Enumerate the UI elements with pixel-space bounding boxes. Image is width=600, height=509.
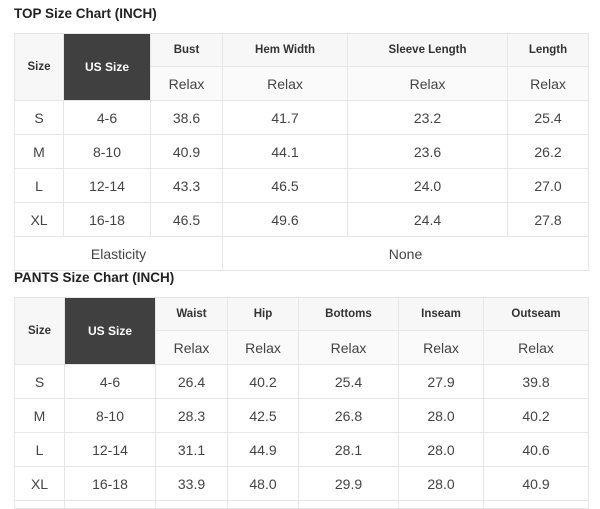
value-cell: 25.4 — [298, 364, 399, 399]
top-size-table: Size US Size Bust Hem Width Sleeve Length Len… — [14, 33, 589, 271]
size-cell: S — [14, 364, 65, 399]
column-header: Hip — [227, 297, 299, 331]
fit-cell: Relax — [483, 330, 589, 365]
table-row: L 12-14 43.3 46.5 24.0 27.0 — [14, 168, 589, 203]
us-size-cell: 16-18 — [64, 466, 156, 501]
value-cell: 26.2 — [507, 134, 589, 169]
us-size-cell: 16-18 — [63, 202, 151, 237]
fit-cell: Relax — [150, 66, 223, 101]
value-cell: 23.6 — [347, 134, 508, 169]
table-row: S 4-6 38.6 41.7 23.2 25.4 — [14, 100, 589, 135]
us-size-cell: 8-10 — [63, 134, 151, 169]
column-header: Inseam — [398, 297, 484, 331]
column-header: Hem Width — [222, 33, 348, 67]
size-cell: M — [14, 134, 64, 169]
value-cell: 44.1 — [222, 134, 348, 169]
us-size-cell: 4-6 — [63, 100, 151, 135]
value-cell: 38.6 — [150, 100, 223, 135]
size-header: Size — [14, 33, 64, 101]
value-cell: 40.6 — [483, 432, 589, 467]
fit-cell: Relax — [222, 66, 348, 101]
size-cell: XL — [14, 466, 65, 501]
value-cell: 46.5 — [222, 168, 348, 203]
value-cell: 28.0 — [398, 432, 484, 467]
pants-size-table: Size US Size Waist Hip Bottoms Inseam Outseam R… — [14, 297, 589, 509]
value-cell: 40.2 — [483, 398, 589, 433]
size-cell: S — [14, 100, 64, 135]
value-cell: 28.0 — [398, 466, 484, 501]
us-size-cell: 8-10 — [64, 398, 156, 433]
size-cell: M — [14, 398, 65, 433]
size-header: Size — [14, 297, 65, 365]
value-cell: 40.2 — [227, 364, 299, 399]
column-header: Bust — [150, 33, 223, 67]
us-size-cell: 12-14 — [63, 168, 151, 203]
value-cell: 29.9 — [298, 466, 399, 501]
value-cell: 28.3 — [155, 398, 228, 433]
elasticity-value: None — [222, 236, 589, 271]
value-cell: 27.8 — [507, 202, 589, 237]
pants-chart-title: PANTS Size Chart (INCH) — [14, 270, 175, 285]
value-cell: 41.7 — [222, 100, 348, 135]
fit-row: Relax Relax Relax Relax Relax — [15, 330, 589, 365]
fit-cell: Relax — [347, 66, 508, 101]
top-chart-title: TOP Size Chart (INCH) — [14, 6, 157, 21]
column-header: Sleeve Length — [347, 33, 508, 67]
fit-cell: Relax — [227, 330, 299, 365]
value-cell: 28.0 — [398, 398, 484, 433]
size-cell: XL — [14, 202, 64, 237]
value-cell: 26.8 — [298, 398, 399, 433]
column-header: Waist — [155, 297, 228, 331]
value-cell: 31.1 — [155, 432, 228, 467]
us-size-header: US Size — [64, 297, 156, 365]
value-cell: 39.8 — [483, 364, 589, 399]
table-row: S 4-6 26.4 40.2 25.4 27.9 39.8 — [14, 364, 589, 399]
value-cell: 24.0 — [347, 168, 508, 203]
value-cell: 46.5 — [150, 202, 223, 237]
value-cell: 25.4 — [507, 100, 589, 135]
value-cell: 26.4 — [155, 364, 228, 399]
value-cell: 28.1 — [298, 432, 399, 467]
value-cell: 27.9 — [398, 364, 484, 399]
value-cell: 43.3 — [150, 168, 223, 203]
fit-row: Relax Relax Relax Relax — [15, 66, 589, 101]
fit-cell: Relax — [298, 330, 399, 365]
elasticity-row: Elasticity None — [14, 236, 589, 271]
value-cell: 23.2 — [347, 100, 508, 135]
value-cell: 27.0 — [507, 168, 589, 203]
size-cell: L — [14, 432, 65, 467]
us-size-cell: 12-14 — [64, 432, 156, 467]
value-cell: 40.9 — [150, 134, 223, 169]
size-cell: L — [14, 168, 64, 203]
fit-cell: Relax — [398, 330, 484, 365]
value-cell: 44.9 — [227, 432, 299, 467]
column-header: Length — [507, 33, 589, 67]
table-row: XL 16-18 33.9 48.0 29.9 28.0 40.9 — [14, 466, 589, 501]
column-header: Bottoms — [298, 297, 399, 331]
value-cell: 48.0 — [227, 466, 299, 501]
value-cell: 33.9 — [155, 466, 228, 501]
table-row: L 12-14 31.1 44.9 28.1 28.0 40.6 — [14, 432, 589, 467]
elasticity-label: Elasticity — [14, 236, 223, 271]
value-cell: 40.9 — [483, 466, 589, 501]
us-size-cell: 4-6 — [64, 364, 156, 399]
fit-cell: Relax — [155, 330, 228, 365]
column-header: Outseam — [483, 297, 589, 331]
fit-cell: Relax — [507, 66, 589, 101]
header-row: Size US Size Bust Hem Width Sleeve Length Len… — [14, 33, 589, 101]
value-cell: 49.6 — [222, 202, 348, 237]
us-size-header: US Size — [63, 33, 151, 101]
table-row: XL 16-18 46.5 49.6 24.4 27.8 — [14, 202, 589, 237]
value-cell: 42.5 — [227, 398, 299, 433]
table-row: M 8-10 28.3 42.5 26.8 28.0 40.2 — [14, 398, 589, 433]
table-row: M 8-10 40.9 44.1 23.6 26.2 — [14, 134, 589, 169]
header-row: Size US Size Waist Hip Bottoms Inseam Outseam — [14, 297, 589, 365]
value-cell: 24.4 — [347, 202, 508, 237]
